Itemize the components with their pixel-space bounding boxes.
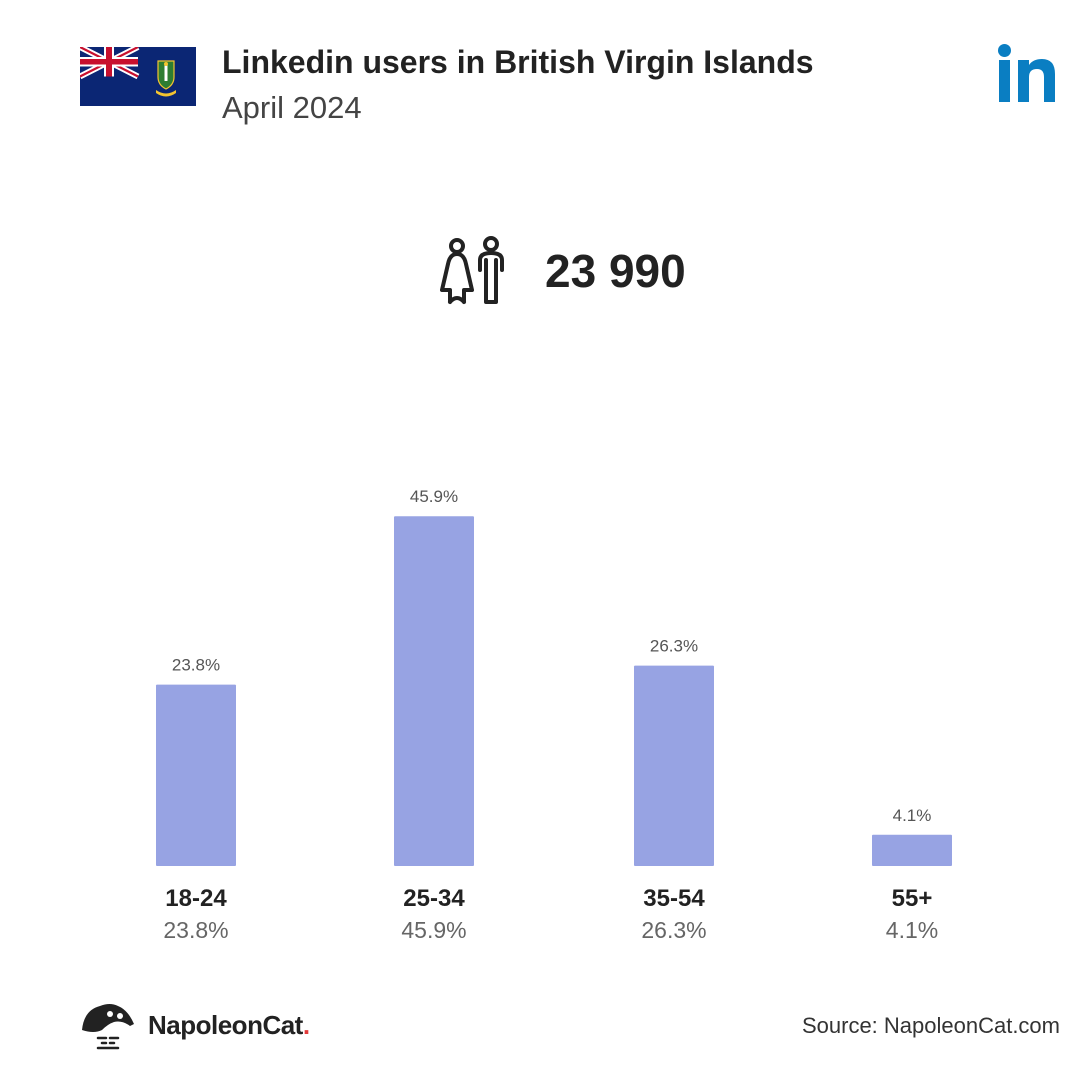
brand-name-text: NapoleonCat bbox=[148, 1009, 303, 1040]
brand-name: NapoleonCat. bbox=[148, 1010, 310, 1041]
bar-value-label: 26.3% bbox=[650, 637, 698, 656]
category-label: 25-34 bbox=[403, 885, 465, 912]
category-label: 55+ bbox=[892, 885, 933, 912]
bvi-flag-icon bbox=[80, 47, 196, 106]
bar-25-34 bbox=[394, 516, 474, 866]
people-icon bbox=[440, 236, 504, 304]
bar-35-54 bbox=[634, 665, 714, 866]
napoleoncat-logo: NapoleonCat. bbox=[78, 1000, 310, 1050]
total-users-value: 23 990 bbox=[545, 245, 686, 297]
category-percent-label: 45.9% bbox=[401, 917, 466, 943]
napoleoncat-logo-icon bbox=[82, 1004, 134, 1050]
total-users: 23 990 bbox=[440, 236, 686, 306]
category-label: 35-54 bbox=[643, 885, 705, 912]
bar-55+ bbox=[872, 834, 952, 866]
bar-value-label: 23.8% bbox=[172, 656, 220, 675]
category-percent-label: 4.1% bbox=[886, 917, 938, 943]
bar-value-label: 4.1% bbox=[893, 806, 932, 825]
linkedin-logo-icon bbox=[998, 44, 1055, 102]
bar-18-24 bbox=[156, 684, 236, 866]
bar-value-label: 45.9% bbox=[410, 487, 458, 506]
page-subtitle: April 2024 bbox=[222, 90, 362, 125]
source-text: Source: NapoleonCat.com bbox=[801, 1013, 1060, 1038]
age-distribution-chart: 23.8% 18-24 23.8% 45.9% 25-34 45.9% 26.3% 35-54… bbox=[156, 487, 952, 943]
category-percent-label: 26.3% bbox=[641, 917, 706, 943]
page-title: Linkedin users in British Virgin Islands bbox=[222, 44, 814, 80]
brand-dot: . bbox=[302, 1009, 310, 1040]
category-percent-label: 23.8% bbox=[163, 917, 228, 943]
category-label: 18-24 bbox=[165, 885, 227, 912]
